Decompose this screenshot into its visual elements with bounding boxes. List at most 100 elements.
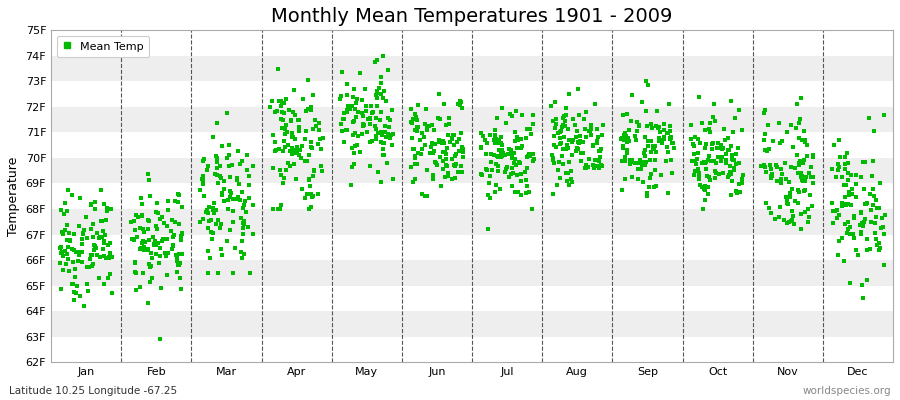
Point — [96, 253, 111, 259]
Point — [701, 191, 716, 198]
Point — [482, 132, 497, 138]
Point — [299, 108, 313, 114]
Point — [133, 284, 148, 290]
Point — [213, 174, 228, 181]
Point — [857, 186, 871, 192]
Point — [222, 163, 237, 169]
Point — [520, 126, 535, 132]
Point — [96, 238, 111, 244]
Point — [780, 196, 795, 203]
Point — [868, 230, 883, 236]
Point — [520, 153, 535, 160]
Point — [867, 128, 881, 134]
Point — [774, 176, 788, 182]
Point — [614, 136, 628, 142]
Point — [267, 148, 282, 154]
Point — [419, 167, 434, 173]
Point — [790, 100, 805, 107]
Point — [838, 166, 852, 172]
Point — [213, 172, 228, 179]
Point — [699, 141, 714, 148]
Point — [632, 122, 646, 128]
Point — [644, 175, 658, 181]
Point — [571, 138, 585, 145]
Point — [310, 190, 325, 197]
Point — [718, 156, 733, 163]
Point — [238, 198, 253, 204]
Point — [202, 163, 216, 169]
Point — [202, 218, 216, 224]
Point — [351, 109, 365, 116]
Point — [496, 149, 510, 156]
Point — [410, 150, 425, 156]
Point — [547, 160, 562, 167]
Point — [442, 115, 456, 121]
Point — [299, 128, 313, 134]
Point — [494, 140, 508, 146]
Point — [779, 194, 794, 200]
Point — [434, 183, 448, 190]
Point — [292, 117, 306, 124]
Point — [242, 173, 256, 179]
Point — [639, 159, 653, 165]
Point — [53, 245, 68, 252]
Point — [274, 171, 288, 178]
Point — [559, 112, 573, 118]
Point — [653, 172, 668, 178]
Point — [202, 255, 217, 262]
Point — [626, 92, 640, 98]
Point — [838, 182, 852, 188]
Point — [874, 224, 888, 231]
Point — [579, 165, 593, 172]
Point — [94, 217, 108, 224]
Point — [364, 138, 379, 144]
Point — [100, 205, 114, 212]
Point — [366, 109, 381, 116]
Point — [337, 109, 351, 116]
Point — [96, 281, 111, 288]
Point — [649, 149, 663, 156]
Point — [142, 278, 157, 285]
Point — [873, 245, 887, 251]
Point — [195, 181, 210, 188]
Point — [140, 246, 154, 253]
Point — [105, 290, 120, 296]
Point — [148, 222, 163, 229]
Point — [547, 142, 562, 148]
Point — [173, 275, 187, 281]
Point — [562, 182, 576, 188]
Point — [433, 115, 447, 122]
Point — [701, 157, 716, 163]
Point — [691, 166, 706, 172]
Point — [636, 159, 651, 165]
Point — [474, 145, 489, 151]
Point — [835, 200, 850, 206]
Point — [337, 139, 351, 145]
Point — [758, 146, 772, 153]
Point — [577, 165, 591, 171]
Point — [173, 259, 187, 266]
Point — [723, 168, 737, 175]
Point — [860, 247, 874, 254]
Point — [128, 258, 142, 265]
Point — [705, 146, 719, 152]
Point — [561, 170, 575, 176]
Point — [174, 285, 188, 292]
Point — [206, 210, 220, 216]
Point — [68, 274, 82, 281]
Point — [358, 85, 373, 92]
Point — [304, 204, 319, 210]
Point — [170, 258, 184, 264]
Point — [499, 166, 513, 173]
Point — [384, 142, 399, 148]
Point — [205, 205, 220, 211]
Point — [777, 216, 791, 223]
Point — [665, 170, 680, 176]
Point — [558, 169, 572, 176]
Point — [784, 122, 798, 128]
Point — [301, 106, 315, 112]
Point — [806, 152, 820, 158]
Point — [494, 154, 508, 160]
Point — [454, 105, 469, 111]
Point — [170, 269, 184, 276]
